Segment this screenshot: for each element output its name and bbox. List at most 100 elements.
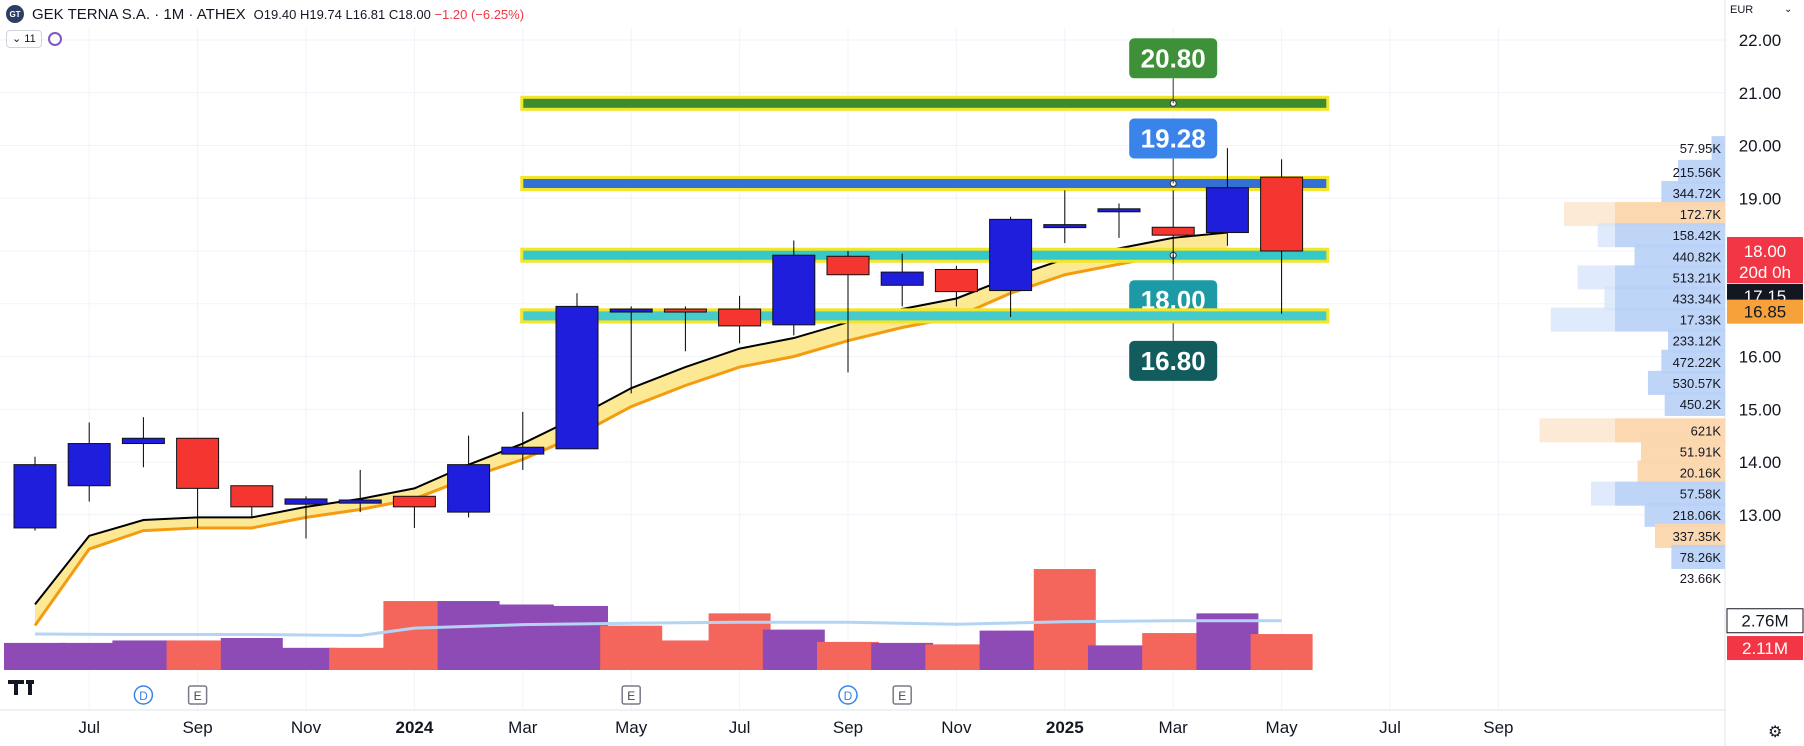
- candle-body: [176, 437, 220, 489]
- earnings-marker: [621, 685, 641, 705]
- profile-label: 78.26K: [1680, 550, 1722, 565]
- indicator-row: ⌄ 11: [6, 30, 62, 48]
- profile-bar-up-core: [1668, 328, 1725, 353]
- level-band: [520, 95, 1330, 111]
- last-price-tag: [1727, 237, 1803, 283]
- level-tag: [1129, 340, 1218, 381]
- candle-body: [1205, 187, 1249, 234]
- open-value: O19.40: [253, 6, 297, 22]
- volume-bar: [275, 647, 337, 670]
- candle-body: [880, 271, 924, 286]
- symbol-title[interactable]: GEK TERNA S.A. · 1M · ATHEX: [32, 5, 246, 23]
- volume-bar: [166, 640, 229, 670]
- profile-bar-up-core: [1644, 502, 1725, 527]
- time-tick-label: Nov: [291, 718, 322, 737]
- candle-body: [1260, 176, 1304, 252]
- level-tag: [1129, 38, 1218, 79]
- profile-label: 57.95K: [1680, 141, 1722, 156]
- volume-bar: [1088, 645, 1150, 670]
- volume-bar: [1033, 569, 1096, 670]
- profile-label: 57.58K: [1680, 487, 1722, 502]
- symbol-header[interactable]: GT GEK TERNA S.A. · 1M · ATHEX O19.40 H1…: [6, 4, 524, 24]
- event-label: D: [844, 689, 853, 703]
- volume-bar: [762, 629, 825, 670]
- time-tick-label: Sep: [1483, 718, 1513, 737]
- profile-bar-down-core: [1615, 202, 1725, 227]
- candle-body: [1097, 208, 1141, 213]
- price-tick-label: 13.00: [1739, 506, 1782, 525]
- event-label: E: [627, 689, 635, 703]
- price-tick-label: 19.00: [1739, 189, 1782, 208]
- price-tick-label: 20.00: [1739, 137, 1782, 156]
- profile-label: 433.34K: [1673, 291, 1722, 306]
- candlestick-series: [13, 148, 1304, 539]
- time-tick-label: Nov: [941, 718, 972, 737]
- volume-bar: [979, 630, 1042, 670]
- profile-bar-up-core: [1634, 244, 1725, 269]
- change-value: −1.20 (−6.25%): [434, 6, 525, 22]
- level-tag: [1129, 118, 1218, 159]
- profile-bar-down-core: [1655, 523, 1725, 548]
- profile-label: 450.2K: [1680, 397, 1722, 412]
- candle-body: [555, 305, 599, 450]
- volume-bar: [58, 642, 121, 670]
- price-axis[interactable]: 22.0021.0020.0019.0018.0017.0016.0015.00…: [1726, 0, 1804, 746]
- time-axis[interactable]: Jul Sep Nov 2024 Mar May Jul Sep Nov 2025 Mar May Ju…: [78, 718, 1513, 737]
- ohlc-values: O19.40 H19.74 L16.81 C18.00 −1.20 (−6.25…: [254, 7, 524, 22]
- indicator-count: 11: [24, 33, 36, 45]
- candle-body: [1043, 224, 1087, 229]
- price-tag: [1727, 299, 1803, 324]
- profile-bar-up-core: [1615, 223, 1725, 248]
- close-value: C18.00: [388, 6, 431, 22]
- event-label: E: [898, 689, 906, 703]
- last-price-label: 18.00: [1744, 242, 1787, 261]
- volume-bar: [491, 604, 554, 670]
- candle-body: [121, 437, 165, 445]
- price-tick-label: 14.00: [1739, 453, 1782, 472]
- company-logo: GT: [6, 5, 24, 23]
- profile-label: 218.06K: [1673, 508, 1722, 523]
- event-label: E: [194, 689, 202, 703]
- volume-bar: [925, 644, 988, 670]
- time-tick-label: Mar: [1159, 718, 1189, 737]
- profile-label: 20.16K: [1680, 466, 1722, 481]
- level-tag-label: 16.80: [1141, 346, 1206, 376]
- currency-label[interactable]: EUR: [1730, 4, 1754, 16]
- settings-gear-icon[interactable]: ⚙: [1768, 724, 1783, 741]
- profile-bar-up-core: [1615, 481, 1725, 506]
- chevron-down-icon[interactable]: ⌄: [1784, 4, 1793, 15]
- volume-bar: [1142, 633, 1205, 670]
- volume-profile: 57.95K 215.56K 344.72K 172.7K 158.42K 440.82K…: [1539, 136, 1725, 586]
- profile-label: 215.56K: [1673, 165, 1722, 180]
- candle-body: [663, 308, 707, 313]
- profile-label: 621K: [1691, 423, 1722, 438]
- volume-pane: [4, 569, 1313, 670]
- sync-icon[interactable]: [47, 32, 62, 46]
- volume-bar: [1250, 634, 1313, 670]
- profile-bar-up-core: [1647, 370, 1725, 395]
- high-value: H19.74: [299, 6, 342, 22]
- earnings-marker: [187, 685, 208, 705]
- profile-label: 337.35K: [1673, 529, 1722, 544]
- volume-bar: [329, 647, 392, 670]
- profile-label: 158.42K: [1673, 228, 1722, 243]
- price-tick-label: 21.00: [1739, 84, 1782, 103]
- profile-label: 23.66K: [1680, 571, 1722, 586]
- low-value: L16.81: [345, 6, 386, 22]
- profile-label: 513.21K: [1673, 270, 1722, 285]
- volume-bar: [871, 642, 934, 670]
- candle-body: [934, 268, 978, 293]
- level-band: [520, 247, 1330, 263]
- dividend-marker: [838, 685, 858, 705]
- candle-body: [609, 308, 653, 313]
- profile-bar-down-core: [1615, 418, 1725, 443]
- volume-bar: [220, 637, 283, 670]
- candle-body: [772, 254, 816, 326]
- candle-body: [826, 255, 870, 276]
- time-tick-label: Sep: [833, 718, 863, 737]
- time-tick-label: 2024: [395, 718, 433, 737]
- earnings-marker: [892, 685, 912, 705]
- indicators-toggle[interactable]: ⌄ 11: [6, 30, 42, 48]
